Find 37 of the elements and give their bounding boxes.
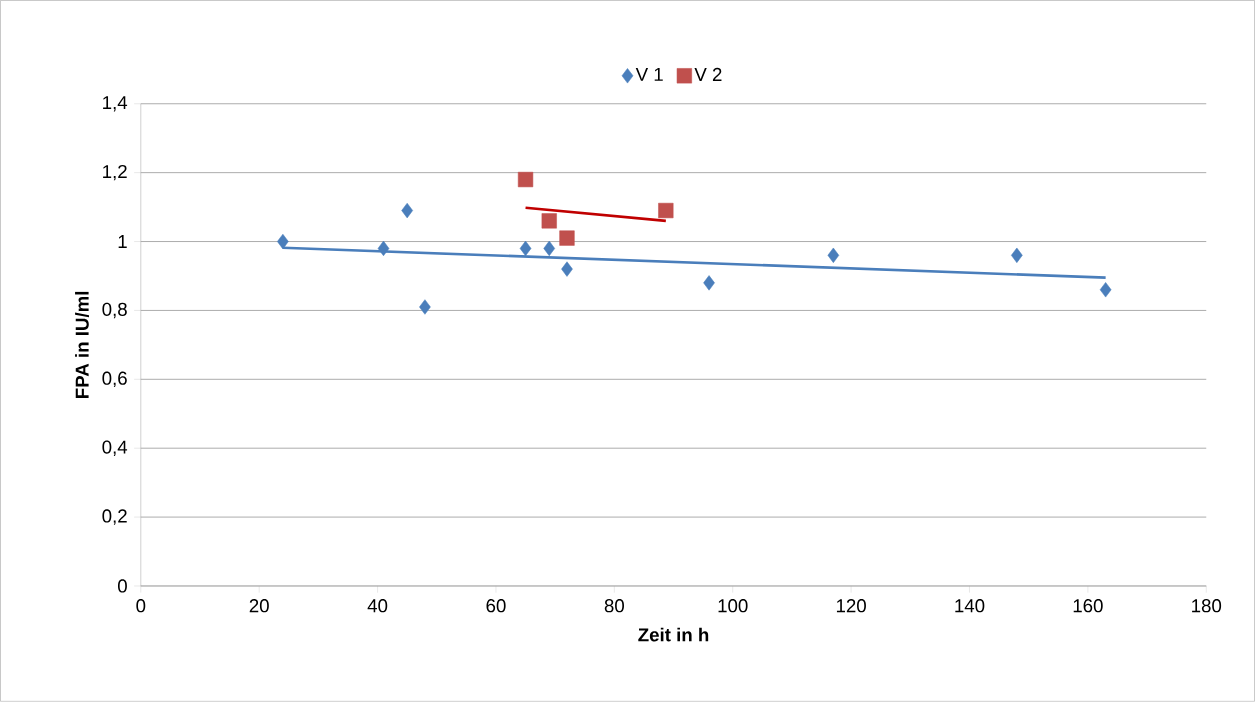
x-tick-label: 160 [1073, 599, 1103, 613]
point [419, 299, 431, 315]
point [561, 261, 573, 277]
legend-label: V 2 [694, 67, 722, 82]
point [658, 203, 674, 219]
y-tick-label: 0,4 [102, 440, 128, 457]
y-tick-label: 0,8 [102, 302, 127, 319]
x-tick-label: 20 [249, 599, 269, 613]
x-tick-label: 0 [136, 599, 146, 613]
point [703, 275, 715, 291]
x-tick-label: 100 [718, 599, 748, 613]
point [519, 240, 532, 257]
point [401, 203, 413, 219]
point [827, 247, 840, 264]
x-axis-title: Zeit in h [638, 627, 709, 642]
point [1099, 282, 1112, 298]
legend-label: V 1 [635, 68, 663, 81]
y-tick-label: 1,4 [103, 96, 128, 112]
x-tick-label: 80 [604, 599, 624, 613]
x-tick-label: 120 [836, 599, 866, 613]
point [517, 172, 534, 188]
point [543, 240, 555, 257]
y-tick-label: 1 [118, 235, 127, 249]
point [559, 230, 575, 246]
y-tick-label: 0 [117, 579, 127, 593]
y-tick-label: 0,2 [102, 509, 127, 525]
x-tick-label: 60 [486, 599, 506, 613]
point [377, 240, 390, 257]
y-tick-label: 0,6 [102, 371, 127, 388]
point [1011, 247, 1023, 264]
y-tick-label: 1,2 [103, 165, 127, 181]
x-tick-label: 180 [1192, 599, 1222, 613]
y-axis-title: FPA in IU/ml [75, 292, 89, 399]
point [541, 213, 557, 229]
x-tick-label: 140 [955, 599, 985, 613]
point [277, 234, 289, 250]
x-tick-label: 40 [367, 599, 388, 613]
